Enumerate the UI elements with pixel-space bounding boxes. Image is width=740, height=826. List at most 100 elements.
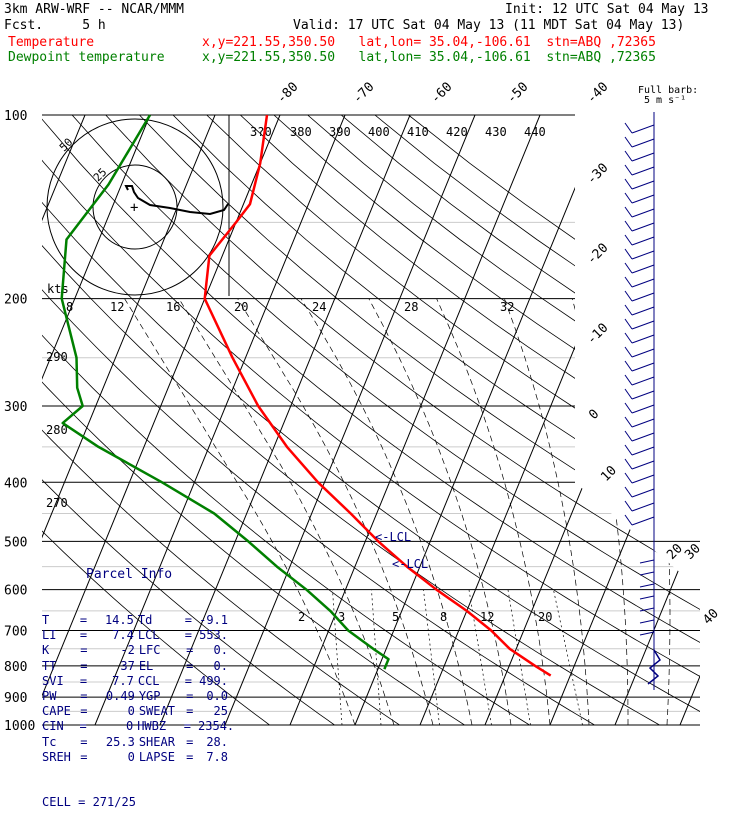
wind-barb-flag <box>625 137 632 147</box>
hodograph-ring-label: 50 <box>57 136 76 155</box>
parcel-key: CCL <box>134 674 185 689</box>
isotherm-line <box>355 115 605 725</box>
wind-barb-flag <box>625 333 632 343</box>
wind-barb <box>632 349 654 357</box>
lcl-label: <-LCL <box>392 557 428 571</box>
wind-barb <box>632 419 654 427</box>
dry-adiabat <box>409 115 740 725</box>
wind-barb-flag <box>625 221 632 231</box>
temperature-profile-line <box>205 115 551 676</box>
isotherm-label: -40 <box>584 80 611 107</box>
speed-scale-label: 32 <box>500 300 514 314</box>
wind-barb-flag <box>625 389 632 399</box>
parcel-key: EL <box>135 659 186 674</box>
wind-barb-flag <box>625 347 632 357</box>
wind-barb <box>640 596 654 599</box>
speed-scale-label: 28 <box>404 300 418 314</box>
wind-barb-flag <box>625 277 632 287</box>
wind-barb-flag <box>625 515 632 525</box>
parcel-eq: = <box>184 719 198 734</box>
parcel-key: SWEAT <box>135 704 186 719</box>
isotherm-label: -10 <box>584 321 611 348</box>
parcel-key: SVI <box>42 674 80 689</box>
parcel-eq: = <box>80 689 95 704</box>
parcel-key: Tc <box>42 735 80 750</box>
theta-label: 290 <box>46 350 68 364</box>
wind-barb <box>632 363 654 371</box>
parcel-eq: = <box>80 613 94 628</box>
hodograph-center: + <box>130 200 138 216</box>
wind-barb <box>632 307 654 315</box>
parcel-value: 0 <box>94 719 133 734</box>
dry-adiabat <box>240 115 740 725</box>
wind-barb <box>632 503 654 511</box>
wind-barb-flag <box>625 151 632 161</box>
parcel-eq: = <box>186 643 201 658</box>
moist-adiabat <box>572 299 628 725</box>
isotherm-line <box>615 115 740 725</box>
parcel-value: -2 <box>95 643 135 658</box>
moist-adiabat <box>437 299 550 725</box>
isotherm-label: -70 <box>350 80 377 107</box>
parcel-value: 14.5 <box>94 613 134 628</box>
barb-legend: 5 m s⁻¹ <box>644 95 686 106</box>
wind-barb <box>632 405 654 413</box>
parcel-value: 25.3 <box>95 735 135 750</box>
pressure-tick-label: 100 <box>4 109 27 124</box>
parcel-value: -9.1 <box>199 613 228 628</box>
theta-label: 390 <box>329 125 351 139</box>
wind-barb-flag <box>625 431 632 441</box>
mixing-ratio-label: 8 <box>440 610 447 624</box>
isotherm-label: -60 <box>428 80 455 107</box>
parcel-key: LAPSE <box>135 750 186 765</box>
parcel-eq: = <box>186 659 201 674</box>
isotherm-label: -50 <box>504 80 531 107</box>
hodograph-units-label: kts <box>47 282 69 296</box>
pressure-tick-label: 900 <box>4 691 27 706</box>
speed-scale-label: 8 <box>66 300 73 314</box>
wind-barb <box>640 620 654 623</box>
hodograph-ring-label: 25 <box>91 166 110 185</box>
theta-label: 400 <box>368 125 390 139</box>
wind-barb-flag <box>625 249 632 259</box>
parcel-value: 499. <box>199 674 228 689</box>
parcel-key: HWBZ <box>133 719 184 734</box>
wind-barb <box>632 153 654 161</box>
wind-barb-flag <box>625 193 632 203</box>
dry-adiabat <box>375 115 740 725</box>
parcel-key: LI <box>42 628 80 643</box>
pressure-tick-label: 500 <box>4 535 27 550</box>
parcel-value: 0.49 <box>95 689 135 704</box>
cell-motion: CELL = 271/25 <box>42 795 228 810</box>
wind-barb-flag <box>625 487 632 497</box>
wind-barb <box>632 377 654 385</box>
wind-barb <box>632 223 654 231</box>
theta-label: 430 <box>485 125 507 139</box>
parcel-eq: = <box>80 704 95 719</box>
wind-barb <box>632 475 654 483</box>
parcel-eq: = <box>80 628 94 643</box>
wind-barb <box>632 181 654 189</box>
wind-barb-flag <box>625 459 632 469</box>
speed-scale-label: 16 <box>166 300 180 314</box>
wind-barb <box>640 572 654 575</box>
parcel-key: CAPE <box>42 704 80 719</box>
parcel-eq: = <box>185 674 199 689</box>
theta-label: 270 <box>46 496 68 510</box>
moist-adiabat <box>238 299 433 725</box>
parcel-eq: = <box>80 750 95 765</box>
parcel-value: 0 <box>95 750 135 765</box>
dry-adiabat <box>341 115 740 725</box>
parcel-eq: = <box>185 628 199 643</box>
parcel-eq: = <box>186 704 201 719</box>
mixing-ratio-line <box>508 590 531 725</box>
pressure-tick-label: 1000 <box>4 719 35 734</box>
parcel-key: SREH <box>42 750 80 765</box>
mixing-ratio-label: 20 <box>538 610 552 624</box>
wind-barb <box>632 335 654 343</box>
wind-barb <box>632 447 654 455</box>
wind-barb-flag <box>625 305 632 315</box>
